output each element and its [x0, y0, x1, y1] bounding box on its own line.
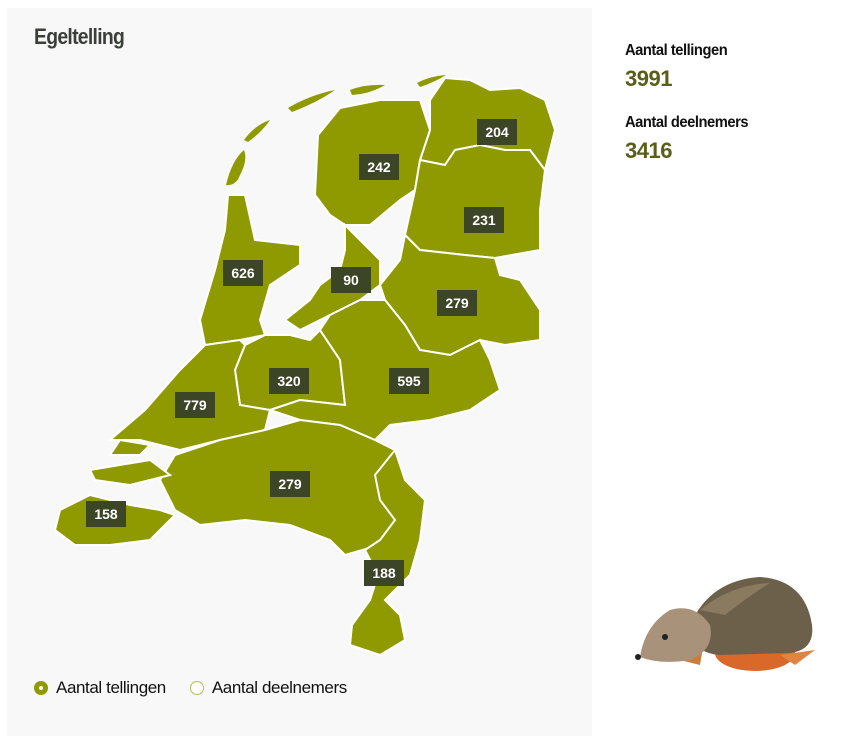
value-label-bg-flevoland: [331, 267, 371, 293]
value-label-bg-friesland: [359, 154, 399, 180]
value-label-bg-utrecht: [269, 368, 309, 394]
value-label-bg-groningen: [477, 119, 517, 145]
value-label-bg-noord-brabant: [270, 471, 310, 497]
value-label-noord-holland: 626: [231, 265, 255, 281]
value-label-groningen: 204: [485, 124, 509, 140]
value-label-zeeland: 158: [94, 506, 118, 522]
value-label-noord-brabant: 279: [278, 476, 302, 492]
value-label-utrecht: 320: [277, 373, 301, 389]
stats: Aantal tellingen 3991 Aantal deelnemers …: [625, 42, 759, 186]
value-label-friesland: 242: [367, 159, 391, 175]
island-ameland: [350, 84, 385, 95]
stat-value-deelnemers: 3416: [625, 138, 672, 163]
island-schiermonnikoog: [417, 75, 446, 87]
netherlands-map: 204 242 231 626 90 279 320 595 779 279 158 188: [53, 75, 557, 657]
value-label-bg-gelderland: [389, 368, 429, 394]
value-label-flevoland: 90: [343, 272, 359, 288]
stat-label-deelnemers: Aantal deelnemers: [625, 114, 749, 131]
legend: Aantal tellingen Aantal deelnemers: [34, 678, 371, 698]
legend-option-tellingen[interactable]: Aantal tellingen: [34, 678, 166, 698]
value-label-gelderland: 595: [397, 373, 421, 389]
region-limburg[interactable]: [348, 447, 427, 657]
hedgehog-image: [635, 577, 815, 671]
value-label-drenthe: 231: [472, 212, 496, 228]
value-label-bg-drenthe: [464, 207, 504, 233]
value-label-bg-limburg: [364, 560, 404, 586]
value-label-limburg: 188: [372, 565, 396, 581]
value-label-bg-noord-holland: [223, 260, 263, 286]
island-texel: [226, 150, 246, 186]
value-label-bg-zuid-holland: [175, 392, 215, 418]
stat-value-tellingen: 3991: [625, 66, 672, 91]
legend-label: Aantal tellingen: [56, 678, 166, 697]
wadden-islands: [226, 75, 446, 186]
value-label-bg-overijssel: [437, 290, 477, 316]
region-gelderland[interactable]: [266, 299, 502, 442]
radio-unselected-icon[interactable]: [189, 681, 204, 695]
page-title: Egeltelling: [34, 24, 125, 49]
region-drenthe[interactable]: [403, 143, 547, 260]
radio-selected-icon[interactable]: [34, 681, 48, 695]
value-label-bg-zeeland: [86, 501, 126, 527]
legend-label: Aantal deelnemers: [211, 678, 347, 697]
island-terschelling: [288, 90, 335, 112]
region-zeeland[interactable]: [53, 438, 177, 546]
value-label-zuid-holland: 779: [183, 397, 207, 413]
stat-label-tellingen: Aantal tellingen: [625, 42, 728, 59]
value-label-overijssel: 279: [445, 295, 469, 311]
island-vlieland: [244, 120, 270, 142]
legend-option-deelnemers[interactable]: Aantal deelnemers: [189, 678, 347, 698]
